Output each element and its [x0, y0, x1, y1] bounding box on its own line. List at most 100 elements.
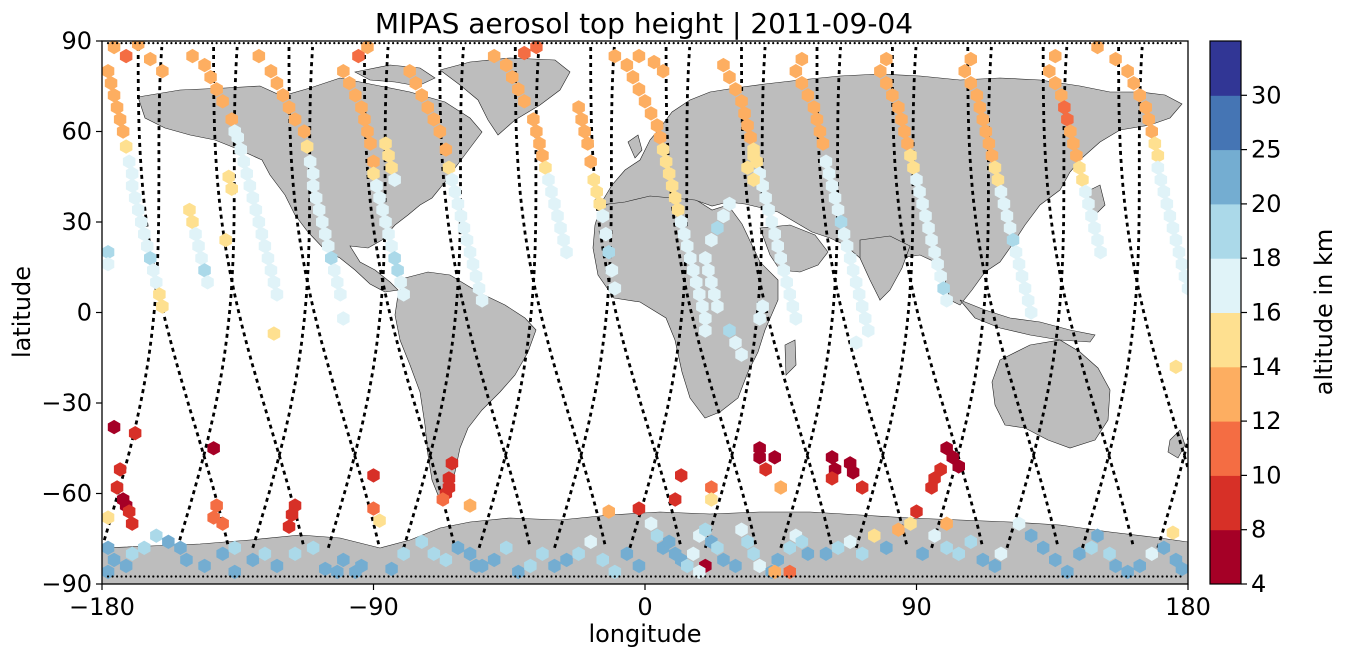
data-point — [958, 64, 971, 79]
polar-dot — [880, 575, 883, 578]
data-point — [102, 564, 115, 580]
polar-dot — [754, 575, 757, 578]
data-point — [234, 142, 247, 157]
data-point — [252, 214, 266, 230]
polar-dot — [699, 575, 702, 578]
polar-dot — [337, 575, 340, 578]
data-point — [276, 88, 290, 103]
polar-dot — [1043, 575, 1046, 578]
polar-dot — [482, 42, 485, 45]
data-point — [662, 166, 676, 181]
data-point — [859, 311, 872, 326]
data-point — [102, 540, 115, 555]
data-point — [856, 299, 869, 314]
data-point — [156, 64, 169, 79]
polar-dot — [496, 42, 499, 45]
data-point — [1133, 558, 1146, 574]
data-point — [735, 347, 748, 362]
data-point — [937, 281, 950, 296]
orbit-track — [930, 46, 993, 549]
polar-dot — [1125, 42, 1128, 45]
data-point — [696, 299, 709, 314]
polar-dot — [935, 575, 938, 578]
data-point — [373, 190, 386, 206]
polar-dot — [1161, 575, 1164, 578]
polar-dot — [1084, 575, 1087, 578]
polar-dot — [428, 42, 431, 45]
data-point — [506, 70, 519, 85]
data-point — [116, 124, 130, 139]
data-point — [910, 504, 923, 519]
polar-dot — [541, 42, 544, 45]
data-point — [397, 546, 410, 561]
polar-dot — [183, 575, 187, 578]
data-point — [150, 275, 163, 290]
orbit-track — [779, 46, 842, 549]
polar-dot — [134, 575, 137, 578]
data-point — [113, 462, 127, 477]
polar-dot — [111, 575, 114, 578]
data-point — [880, 76, 893, 91]
polar-dot — [464, 42, 467, 45]
data-point — [1169, 232, 1183, 248]
polar-dot — [1039, 42, 1042, 45]
polar-track-dots — [106, 42, 1182, 578]
data-point — [240, 166, 253, 181]
polar-dot — [1143, 42, 1146, 45]
polar-dot — [939, 42, 942, 45]
polar-dot — [111, 42, 114, 45]
colorbar-tick-label: 30 — [1251, 81, 1282, 109]
data-point — [711, 540, 724, 555]
data-point — [560, 245, 573, 260]
data-point — [415, 88, 428, 103]
data-point — [237, 154, 250, 169]
polar-dot — [613, 42, 616, 45]
polar-dot — [1147, 575, 1150, 578]
polar-dot — [423, 42, 426, 45]
data-point — [702, 263, 715, 278]
data-point — [394, 275, 407, 290]
data-point — [729, 82, 742, 97]
data-point — [530, 41, 543, 55]
polar-dot — [609, 42, 612, 45]
data-point — [717, 57, 730, 73]
polar-dot — [147, 42, 150, 45]
orbit-track — [1117, 47, 1188, 474]
data-point — [331, 275, 344, 290]
polar-dot — [600, 42, 603, 45]
polar-dot — [631, 42, 635, 45]
polar-dot — [957, 575, 960, 578]
data-point — [355, 100, 368, 115]
polar-dot — [871, 42, 874, 45]
polar-dot — [468, 575, 472, 578]
polar-dot — [695, 42, 698, 45]
polar-dot — [953, 42, 956, 45]
data-point — [647, 54, 661, 70]
data-point — [632, 48, 646, 64]
data-point — [512, 82, 525, 97]
data-point — [122, 154, 136, 169]
polar-dot — [993, 575, 997, 578]
polar-dot — [473, 575, 476, 578]
polar-dot — [197, 42, 200, 45]
polar-dot — [292, 42, 295, 45]
data-point — [397, 287, 410, 302]
polar-dot — [1079, 575, 1082, 578]
data-point — [125, 546, 139, 561]
data-point — [1012, 257, 1026, 272]
polar-dot — [672, 575, 675, 578]
polar-dot — [849, 42, 852, 45]
colorbar-segment — [1210, 529, 1241, 585]
data-point — [379, 136, 392, 151]
data-point — [469, 269, 483, 284]
polar-dot — [238, 575, 241, 578]
data-point — [928, 528, 941, 543]
data-point — [382, 226, 395, 242]
data-point — [379, 214, 392, 230]
polar-dot — [256, 575, 259, 578]
data-point — [433, 124, 447, 139]
data-point — [132, 202, 145, 218]
polar-dot — [161, 42, 164, 45]
polar-dot — [324, 575, 327, 578]
polar-dot — [989, 575, 992, 578]
